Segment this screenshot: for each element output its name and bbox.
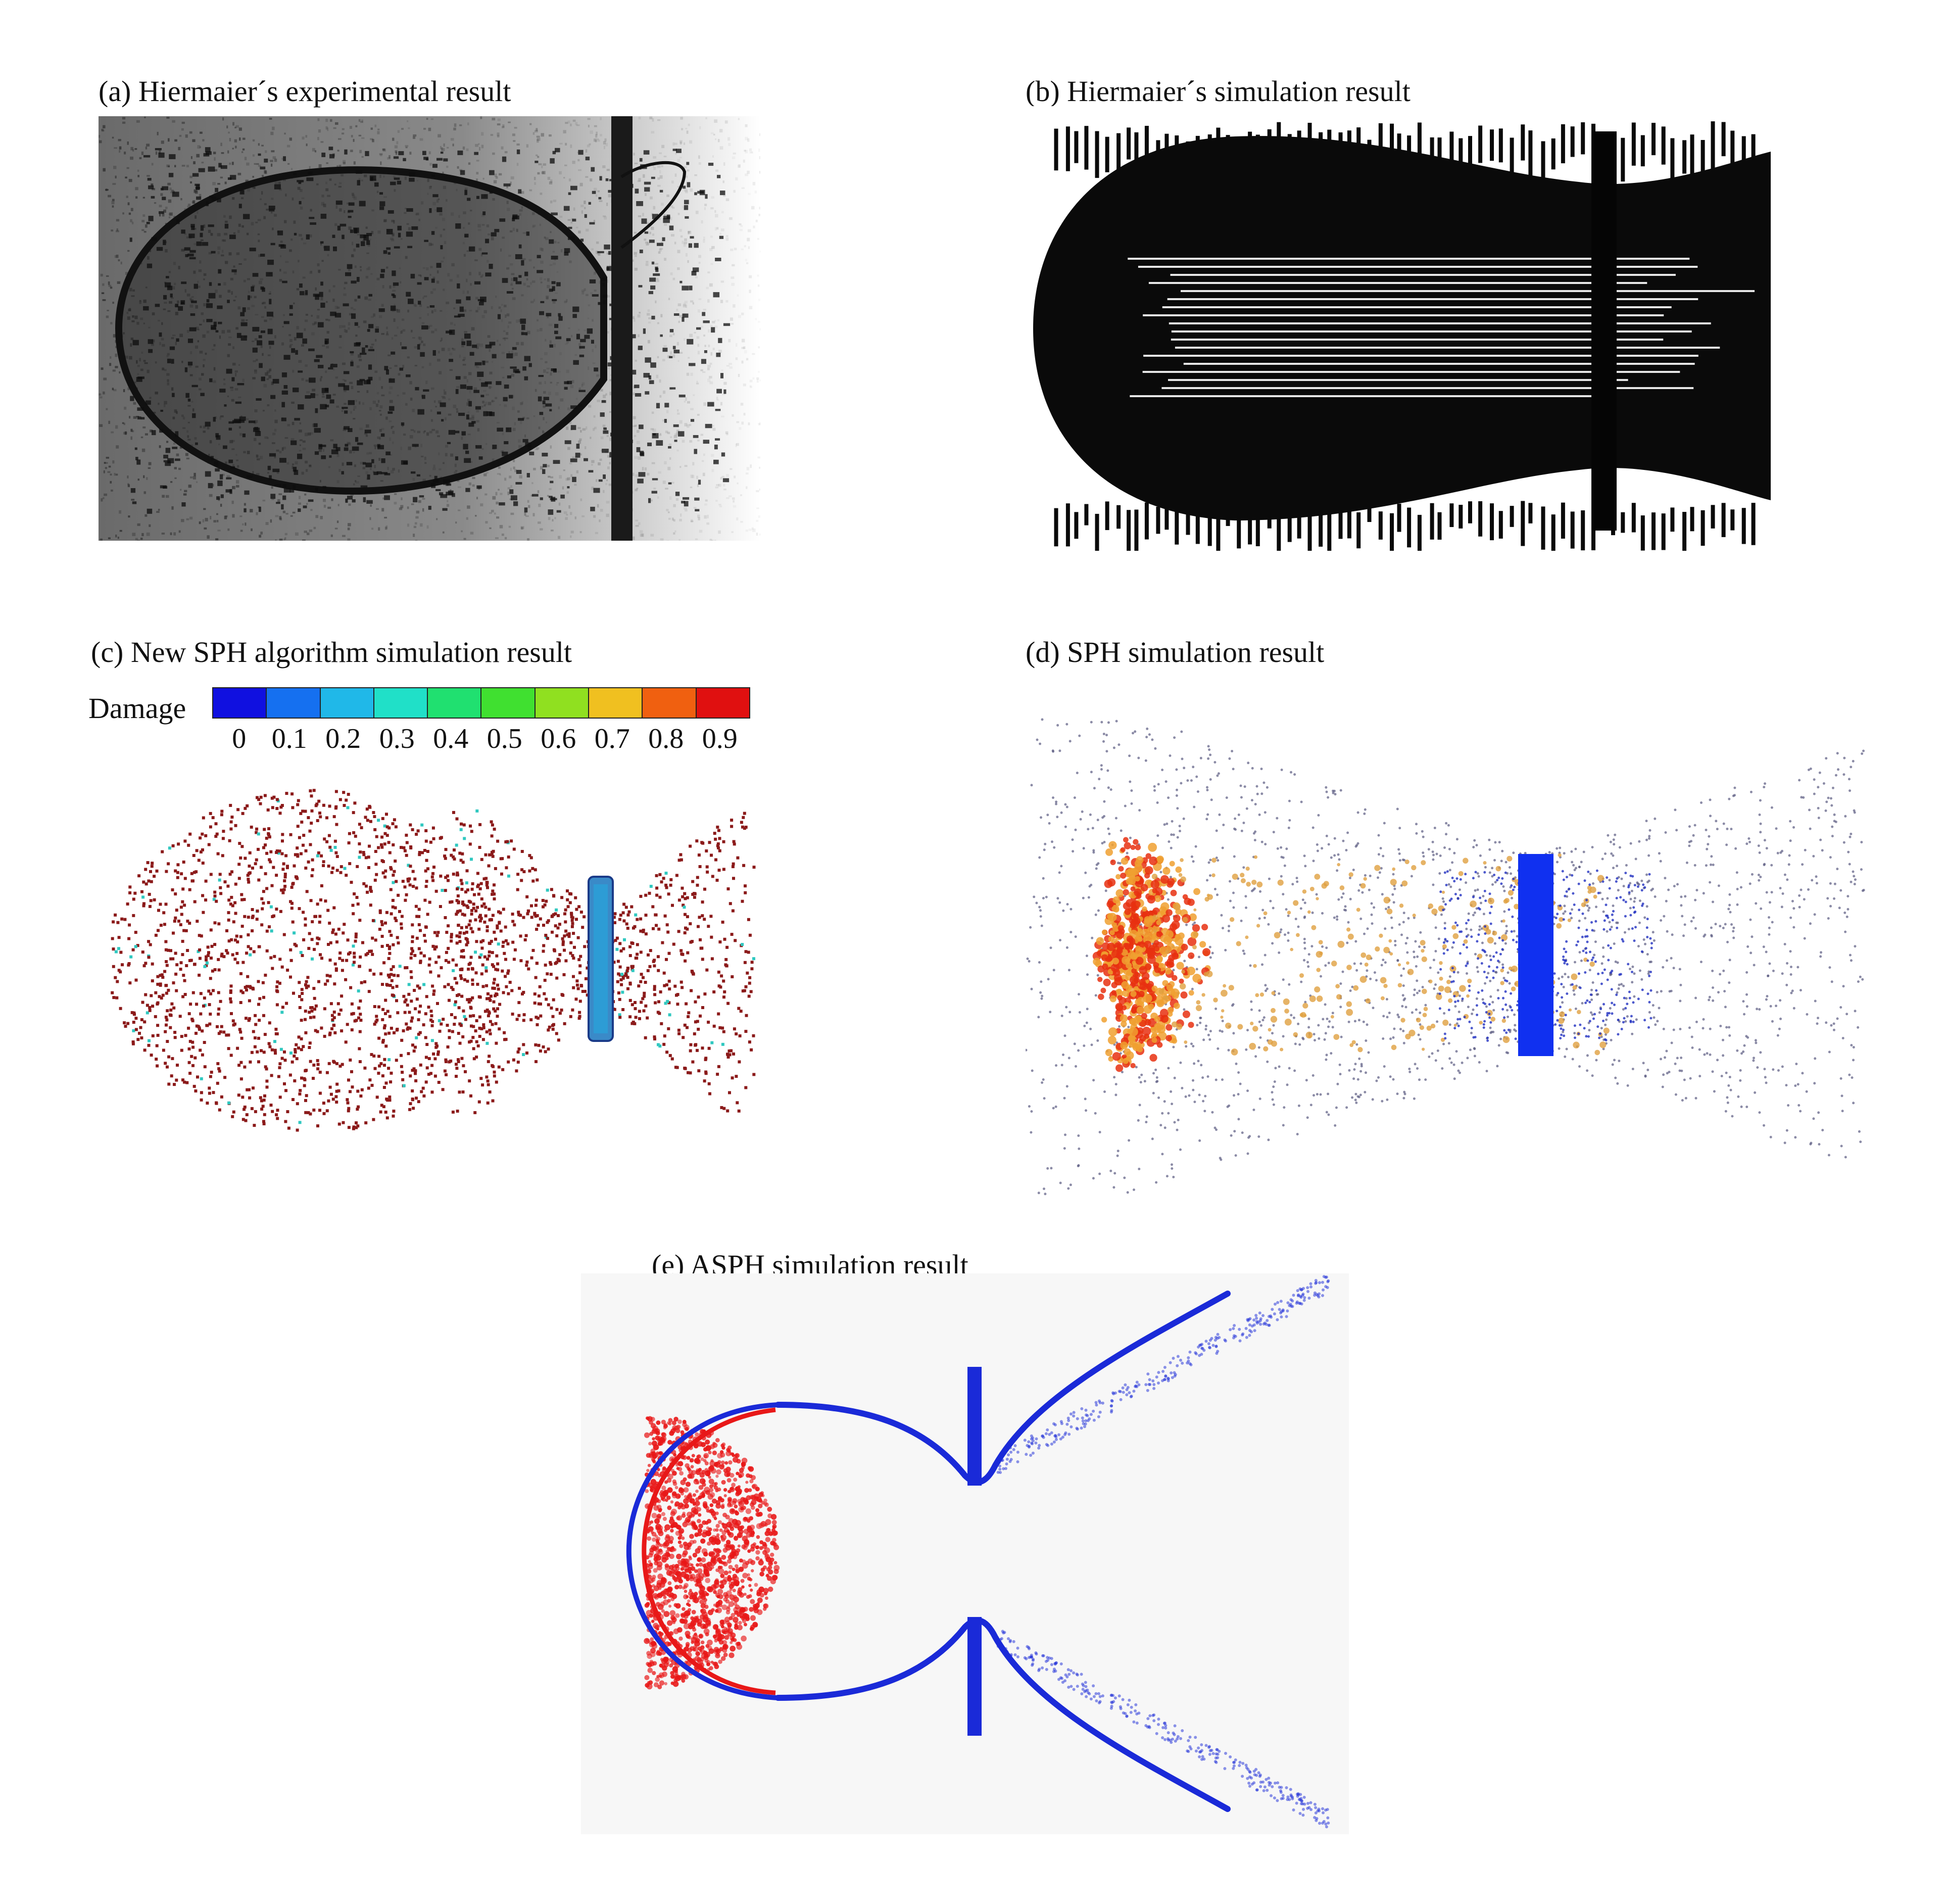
colorbar-tick: 0.9	[702, 723, 738, 754]
damage-colorbar: Damage 0 0.1 0.2 0.3 0.4 0.5 0.6 0.7 0.8 0.9	[88, 687, 755, 763]
panel-c-caption: (c) New SPH algorithm simulation result	[91, 636, 572, 669]
sph-particles	[1026, 718, 1865, 1196]
colorbar-title: Damage	[88, 692, 186, 725]
colorbar-tick: 0.6	[541, 723, 576, 754]
colorbar-scale	[212, 687, 750, 719]
colorbar-tick: 0.3	[379, 723, 415, 754]
colorbar-segment	[213, 688, 267, 718]
bumper-plate	[611, 116, 633, 541]
colorbar-segment	[374, 688, 428, 718]
bumper-plate	[1591, 131, 1617, 531]
colorbar-segment	[320, 688, 374, 718]
colorbar-tick: 0.5	[487, 723, 522, 754]
debris-particles	[129, 147, 731, 515]
hiermaier-simulation-svg	[1023, 106, 1771, 551]
colorbar-segment	[267, 688, 321, 718]
sph-simulation-image	[1026, 702, 1874, 1243]
bumper-plate	[1518, 854, 1553, 1056]
bumper-plate-lower	[967, 1617, 982, 1736]
experimental-image	[99, 116, 760, 541]
colorbar-segment	[643, 688, 697, 718]
new-sph-simulation-image	[96, 758, 773, 1157]
colorbar-segment	[428, 688, 482, 718]
new-sph-simulation-svg	[96, 758, 773, 1157]
colorbar-tick-labels: 0 0.1 0.2 0.3 0.4 0.5 0.6 0.7 0.8 0.9	[212, 723, 750, 758]
panel-b-caption: (b) Hiermaier´s simulation result	[1026, 75, 1411, 108]
asph-particles	[644, 1275, 1330, 1829]
colorbar-tick: 0.4	[433, 723, 469, 754]
colorbar-tick: 0.8	[648, 723, 684, 754]
damage-particles	[111, 789, 756, 1132]
asph-simulation-svg	[581, 1273, 1349, 1834]
colorbar-tick: 0.7	[594, 723, 630, 754]
panel-a-caption: (a) Hiermaier´s experimental result	[99, 75, 511, 108]
panel-d-caption: (d) SPH simulation result	[1026, 636, 1325, 669]
particle-stripes	[1054, 121, 1756, 551]
experimental-image-svg	[99, 116, 760, 541]
colorbar-tick: 0	[232, 723, 247, 754]
colorbar-segment	[696, 688, 749, 718]
bumper-plate-upper	[967, 1367, 982, 1486]
hiermaier-simulation-image	[1023, 106, 1771, 551]
debris-front	[626, 1402, 779, 1700]
asph-simulation-image	[581, 1273, 1349, 1834]
colorbar-tick: 0.2	[325, 723, 361, 754]
colorbar-segment	[481, 688, 536, 718]
colorbar-segment	[535, 688, 590, 718]
colorbar-tick: 0.1	[271, 723, 307, 754]
sph-simulation-svg	[1026, 702, 1874, 1243]
colorbar-segment	[589, 688, 643, 718]
